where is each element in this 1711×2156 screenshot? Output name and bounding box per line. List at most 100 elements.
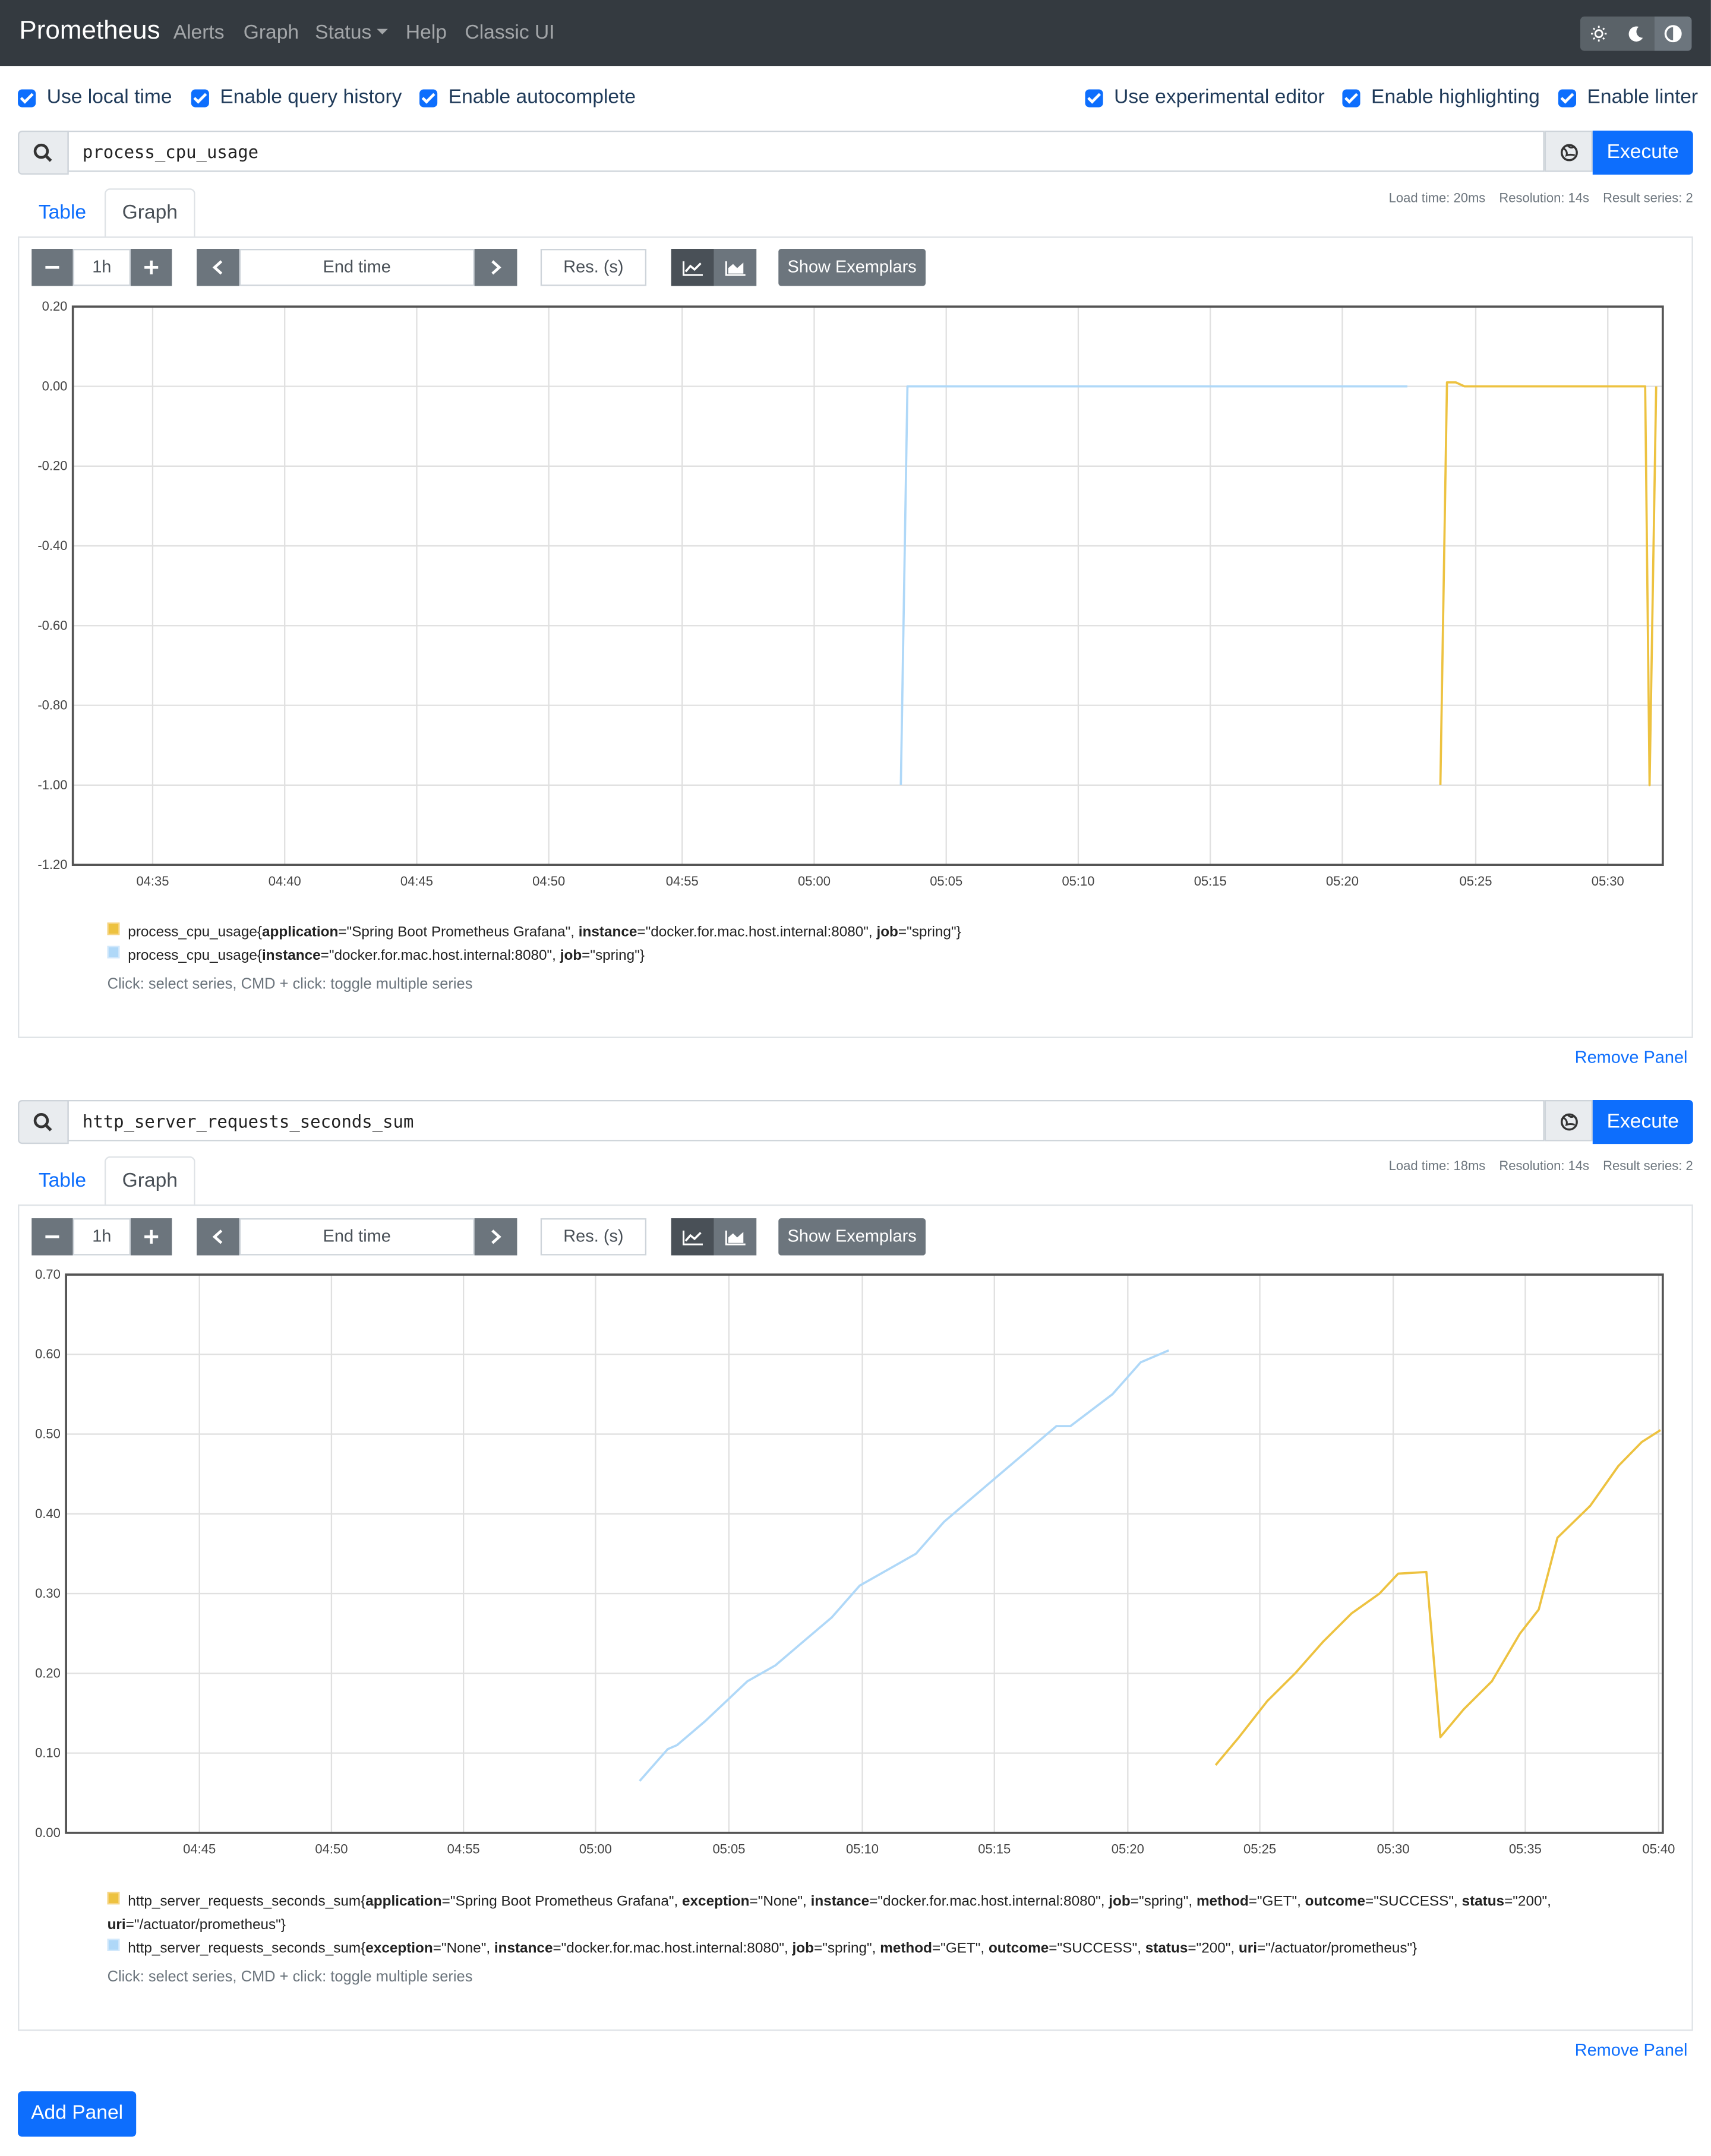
legend-label-name: job [876, 924, 898, 941]
end-time-back-button[interactable] [197, 1218, 239, 1256]
end-time-input[interactable]: End time [239, 1218, 475, 1256]
resolution: Resolution: 14s [1499, 1159, 1590, 1175]
x-tick-label: 05:30 [1592, 874, 1624, 889]
tab-graph[interactable]: Graph [104, 188, 195, 238]
end-time-input[interactable]: End time [239, 249, 475, 286]
plot-frame [71, 305, 1664, 866]
end-time-forward-button[interactable] [474, 1218, 517, 1256]
search-icon-box [18, 130, 69, 175]
remove-panel-link[interactable]: Remove Panel [1574, 1048, 1688, 1067]
graph-panel-body [18, 236, 1693, 1038]
legend-label-name: instance [810, 1893, 870, 1910]
legend-label-name: job [792, 1940, 815, 1957]
contrast-icon [1664, 25, 1682, 43]
expression-input[interactable]: process_cpu_usage [67, 130, 1545, 172]
metrics-explorer-button[interactable] [1544, 130, 1593, 172]
show-exemplars-button[interactable]: Show Exemplars [778, 1218, 926, 1256]
nav-graph[interactable]: Graph [243, 22, 299, 45]
series-line-1[interactable] [1214, 1429, 1661, 1766]
nav-status[interactable]: Status [315, 22, 389, 44]
line-chart-mode-button[interactable] [671, 249, 714, 286]
checkbox-checked-icon[interactable] [18, 88, 36, 107]
legend-label-name: instance [494, 1940, 553, 1957]
legend-label-name: outcome [1305, 1893, 1365, 1910]
option-label: Enable highlighting [1371, 86, 1540, 109]
tab-table[interactable]: Table [38, 202, 87, 225]
legend-label-name: instance [578, 924, 637, 941]
chevron-left-icon [212, 1229, 223, 1244]
range-increase-button[interactable] [130, 1218, 172, 1256]
legend-item[interactable]: http_server_requests_seconds_sum{excepti… [107, 1937, 1417, 1961]
option-query-history[interactable]: Enable query history [191, 87, 402, 109]
area-chart-icon [725, 1230, 746, 1245]
legend-item[interactable]: process_cpu_usage{instance="docker.for.m… [107, 944, 645, 968]
end-time-forward-button[interactable] [474, 249, 517, 286]
end-time-back-button[interactable] [197, 249, 239, 286]
nav-alerts[interactable]: Alerts [173, 22, 225, 45]
legend-series-label: process_cpu_usage{instance="docker.for.m… [128, 947, 645, 964]
theme-auto-button[interactable] [1654, 16, 1692, 51]
nav-help[interactable]: Help [405, 22, 447, 45]
load-time: Load time: 20ms [1388, 191, 1486, 207]
checkbox-checked-icon[interactable] [1342, 88, 1360, 107]
range-input[interactable]: 1h [72, 1218, 131, 1256]
legend-label-name: job [560, 947, 582, 964]
tab-table[interactable]: Table [38, 1170, 87, 1193]
checkbox-checked-icon[interactable] [1085, 88, 1103, 107]
option-label: Use local time [46, 86, 172, 109]
y-tick-label: -0.80 [37, 698, 67, 713]
legend-item[interactable]: process_cpu_usage{application="Spring Bo… [107, 921, 961, 944]
checkbox-checked-icon[interactable] [419, 88, 438, 107]
brand-logo-text[interactable]: Prometheus [19, 16, 160, 46]
y-tick-label: 0.20 [42, 299, 68, 314]
plot-frame [65, 1273, 1664, 1834]
series-line-0[interactable] [639, 1349, 1170, 1782]
nav-classic-ui[interactable]: Classic UI [465, 22, 555, 45]
y-tick-label: -0.60 [37, 618, 67, 633]
legend-label-name: uri [1238, 1940, 1257, 1957]
minus-icon [45, 265, 59, 269]
expression-input[interactable]: http_server_requests_seconds_sum [67, 1100, 1545, 1142]
range-decrease-button[interactable] [31, 249, 73, 286]
y-tick-label: 0.10 [35, 1746, 61, 1760]
range-input[interactable]: 1h [72, 249, 131, 286]
stacked-chart-mode-button[interactable] [714, 249, 757, 286]
line-chart-mode-button[interactable] [671, 1218, 714, 1256]
x-tick-label: 05:05 [930, 874, 962, 889]
range-decrease-button[interactable] [31, 1218, 73, 1256]
series-line-0[interactable] [899, 385, 1407, 785]
legend-item[interactable]: http_server_requests_seconds_sum{applica… [107, 1891, 1565, 1937]
checkbox-checked-icon[interactable] [191, 88, 209, 107]
tab-graph[interactable]: Graph [104, 1156, 195, 1206]
resolution-input[interactable]: Res. (s) [540, 249, 647, 286]
option-linter[interactable]: Enable linter [1558, 87, 1698, 109]
show-exemplars-button[interactable]: Show Exemplars [778, 249, 926, 286]
resolution-input[interactable]: Res. (s) [540, 1218, 647, 1256]
metrics-explorer-button[interactable] [1544, 1100, 1593, 1142]
execute-button[interactable]: Execute [1592, 1100, 1693, 1145]
x-tick-label: 05:15 [1194, 874, 1227, 889]
option-highlighting[interactable]: Enable highlighting [1342, 86, 1540, 109]
option-use-local-time[interactable]: Use local time [18, 87, 172, 109]
query-row: http_server_requests_seconds_sum Execute [18, 1100, 1693, 1145]
theme-light-button[interactable] [1580, 17, 1618, 51]
legend-label-name: application [365, 1893, 442, 1910]
range-increase-button[interactable] [130, 249, 172, 286]
option-autocomplete[interactable]: Enable autocomplete [419, 87, 636, 109]
theme-dark-button[interactable] [1617, 17, 1655, 51]
series-line-1[interactable] [1439, 381, 1658, 786]
checkbox-checked-icon[interactable] [1558, 88, 1576, 107]
stacked-chart-mode-button[interactable] [714, 1218, 757, 1256]
result-series: Result series: 2 [1603, 1159, 1693, 1175]
execute-button[interactable]: Execute [1592, 130, 1693, 175]
option-experimental-editor[interactable]: Use experimental editor [1085, 87, 1325, 109]
y-tick-label: 0.70 [35, 1267, 61, 1282]
search-icon [33, 143, 52, 162]
x-tick-label: 05:10 [1062, 874, 1094, 889]
globe-icon [1560, 1113, 1578, 1131]
remove-panel-link[interactable]: Remove Panel [1574, 2040, 1688, 2060]
query-stats: Load time: 20ms Resolution: 14s Result ser… [1375, 191, 1693, 206]
add-panel-button[interactable]: Add Panel [18, 2091, 137, 2137]
